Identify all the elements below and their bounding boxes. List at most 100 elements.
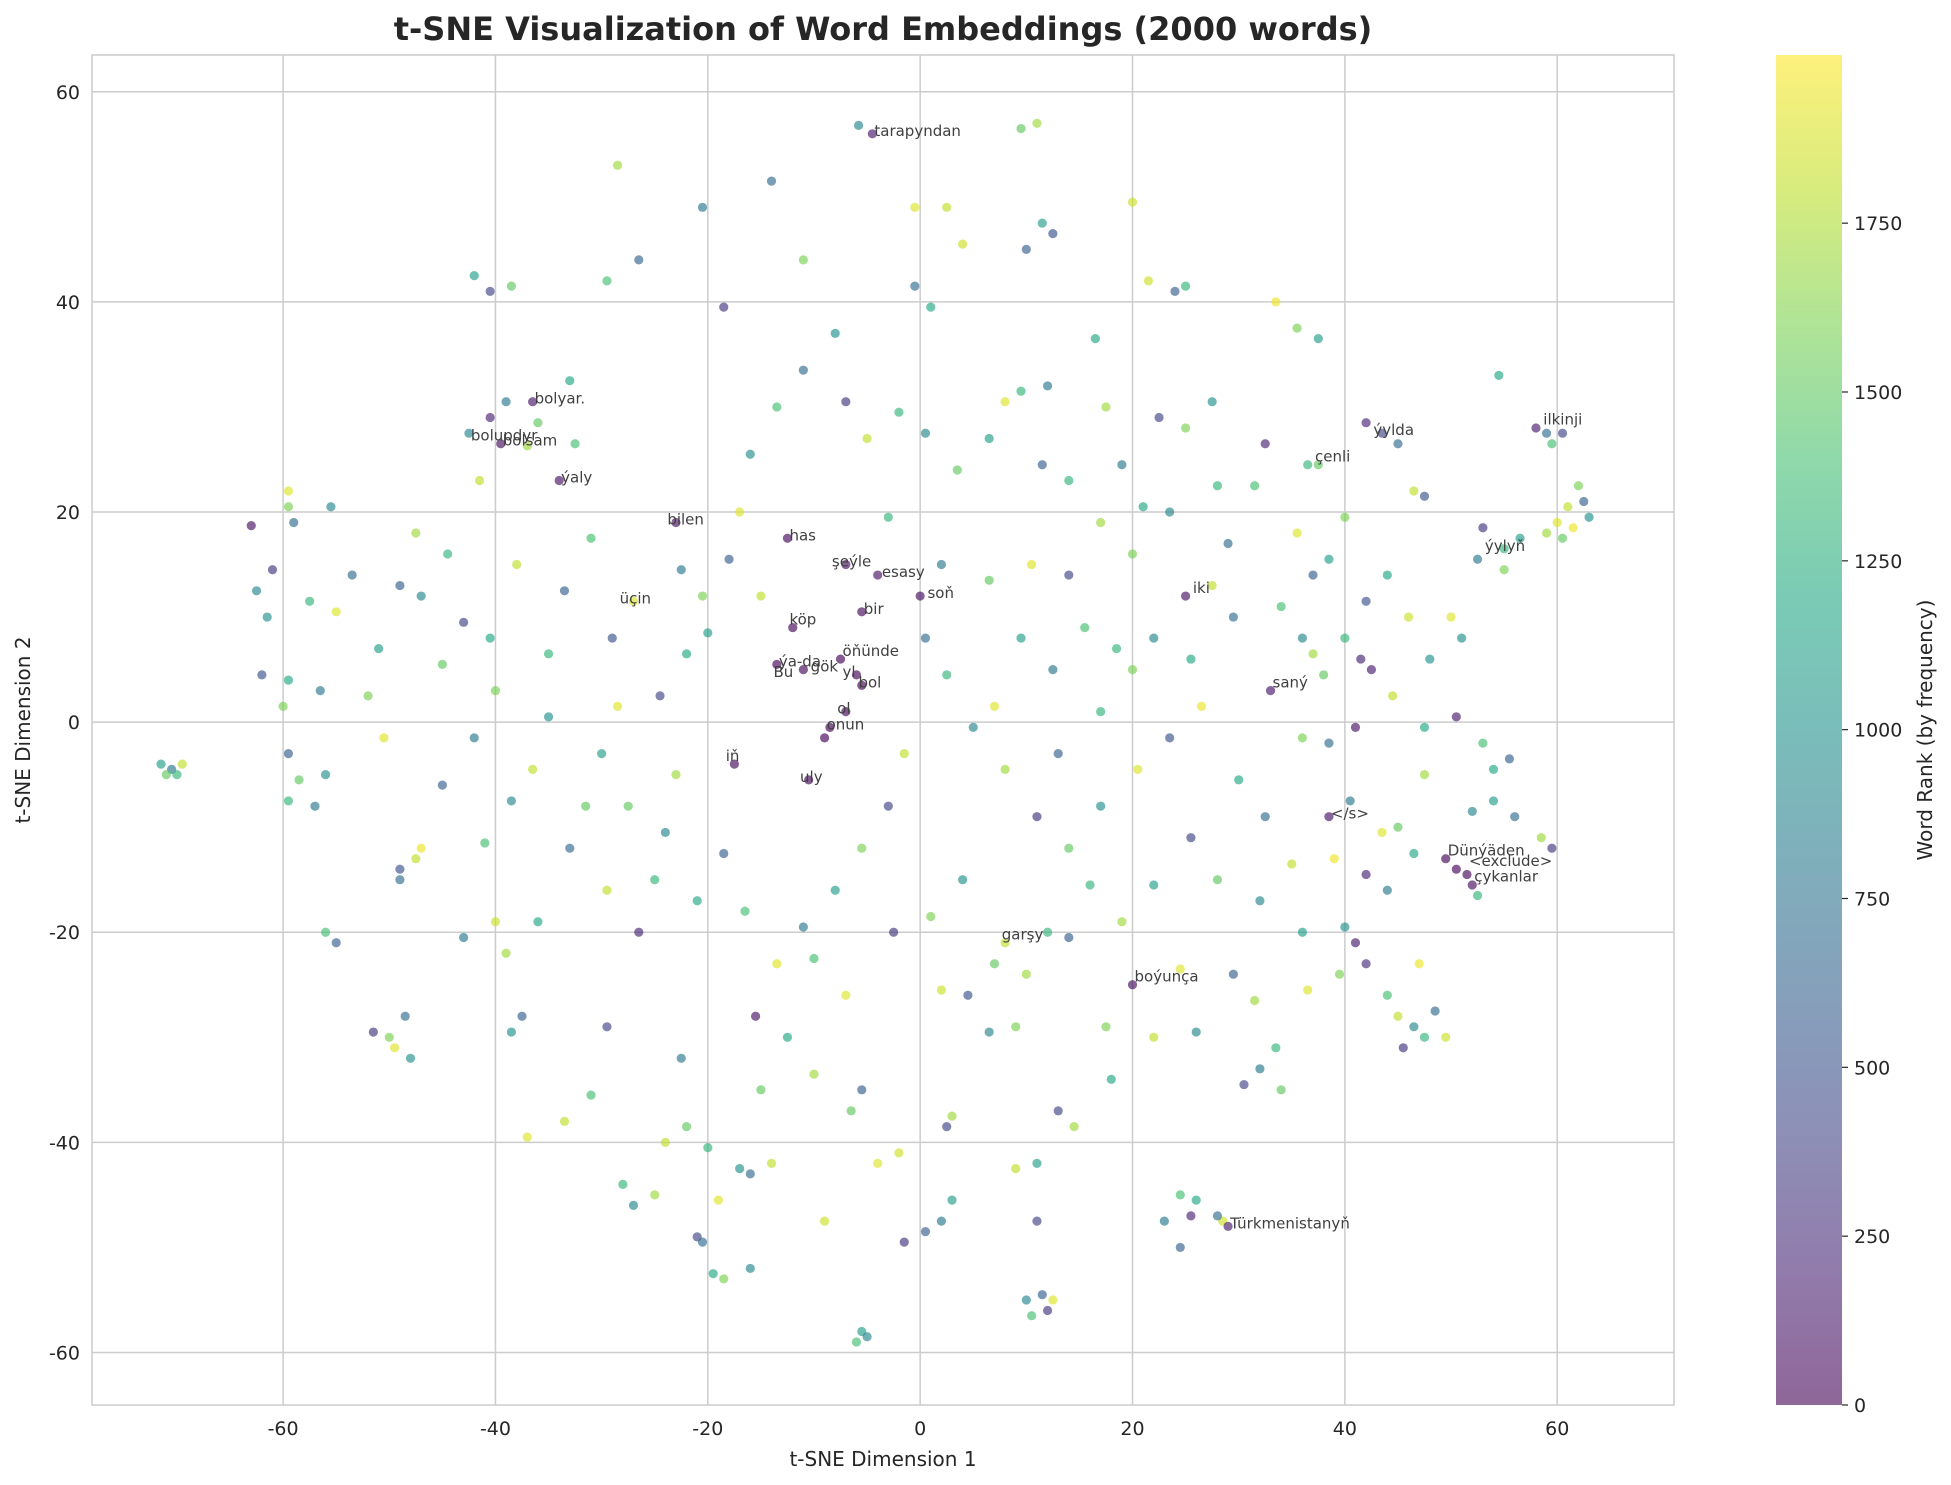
scatter-point (681, 649, 692, 659)
scatter-point (607, 633, 617, 643)
word-annotation: has (789, 526, 816, 544)
word-annotation: saný (1273, 673, 1309, 691)
scatter-point (1292, 323, 1302, 333)
scatter-point (1393, 1011, 1403, 1021)
scatter-point (745, 449, 755, 459)
scatter-point (1127, 980, 1138, 990)
scatter-point (1170, 286, 1180, 296)
scatter-point (443, 549, 453, 559)
scatter-point (1223, 538, 1233, 549)
scatter-point (1541, 428, 1552, 438)
scatter-point (697, 591, 708, 601)
scatter-point (1419, 491, 1430, 501)
scatter-point (1207, 397, 1217, 407)
scatter-point (283, 502, 294, 512)
scatter-point (851, 670, 862, 680)
scatter-point (251, 586, 262, 596)
scatter-point (1127, 664, 1138, 675)
scatter-point (1250, 481, 1260, 491)
x-axis-label: t-SNE Dimension 1 (789, 1447, 976, 1471)
scatter-point (257, 670, 267, 680)
scatter-point (772, 659, 782, 669)
scatter-point (267, 565, 278, 575)
scatter-point (1265, 686, 1276, 696)
scatter-point (1319, 670, 1329, 680)
word-annotation: öňünde (843, 642, 899, 660)
scatter-point (936, 985, 946, 995)
word-annotation: şeýle (832, 553, 871, 571)
scatter-point (1064, 932, 1074, 943)
scatter-point (305, 596, 315, 606)
scatter-point (1042, 927, 1053, 937)
scatter-point (735, 1164, 745, 1174)
scatter-point (490, 686, 501, 696)
scatter-point (968, 722, 978, 732)
scatter-point (294, 775, 304, 785)
scatter-point (1467, 806, 1477, 817)
scatter-point (1425, 654, 1435, 664)
word-annotation: </s> (1331, 805, 1369, 823)
scatter-point (1510, 812, 1520, 822)
colorbar-tick-label: 250 (1854, 1226, 1890, 1248)
scatter-point (984, 575, 994, 585)
scatter-point (1563, 502, 1573, 512)
scatter-point (1064, 475, 1074, 486)
scatter-point (1478, 738, 1488, 748)
scatter-point (719, 1274, 729, 1284)
scatter-point (283, 749, 294, 759)
scatter-point (809, 953, 819, 964)
scatter-point (1255, 896, 1265, 906)
scatter-point (857, 843, 867, 853)
scatter-point (1340, 512, 1350, 522)
scatter-point (671, 517, 681, 528)
scatter-point (1016, 123, 1026, 134)
scatter-point (1016, 633, 1026, 643)
scatter-point (1271, 297, 1281, 307)
scatter-point (1324, 738, 1334, 748)
scatter-point (1149, 1032, 1159, 1042)
scatter-point (788, 622, 798, 633)
word-annotation: Dünýäden (1448, 841, 1525, 859)
scatter-point (1250, 995, 1260, 1006)
scatter-point (1101, 1022, 1111, 1032)
scatter-point (1212, 1211, 1223, 1221)
scatter-point (437, 780, 447, 790)
scatter-point (984, 1027, 994, 1037)
scatter-point (1223, 1221, 1233, 1232)
scatter-point (798, 365, 808, 375)
scatter-point (1329, 854, 1339, 864)
scatter-point (522, 1132, 532, 1142)
word-annotation: gök (811, 658, 839, 676)
scatter-point (1048, 664, 1058, 675)
scatter-point (374, 643, 384, 654)
scatter-point (1398, 1043, 1408, 1053)
scatter-point (1419, 722, 1430, 732)
scatter-point (1186, 654, 1196, 664)
y-tick-label: 20 (56, 502, 80, 524)
scatter-point (1064, 570, 1074, 580)
scatter-point (830, 328, 840, 339)
scatter-point (735, 507, 745, 517)
scatter-point (1032, 1158, 1042, 1168)
scatter-point (703, 628, 713, 638)
scatter-point (798, 664, 808, 675)
word-annotation: ol (837, 700, 850, 718)
scatter-point (857, 680, 867, 690)
scatter-point (1478, 523, 1488, 533)
scatter-point (681, 1121, 692, 1132)
scatter-point (820, 1216, 830, 1226)
scatter-point (1303, 985, 1313, 995)
scatter-point (920, 633, 931, 643)
scatter-point (660, 827, 670, 838)
scatter-point (942, 670, 952, 680)
scatter-point (1536, 833, 1546, 843)
scatter-point (1388, 691, 1398, 701)
scatter-point (1260, 439, 1270, 449)
scatter-point (411, 854, 421, 864)
word-annotation: onun (827, 715, 865, 733)
scatter-point (602, 885, 612, 895)
scatter-point (469, 271, 479, 281)
word-annotation: yl (843, 663, 856, 681)
scatter-point (485, 286, 495, 296)
